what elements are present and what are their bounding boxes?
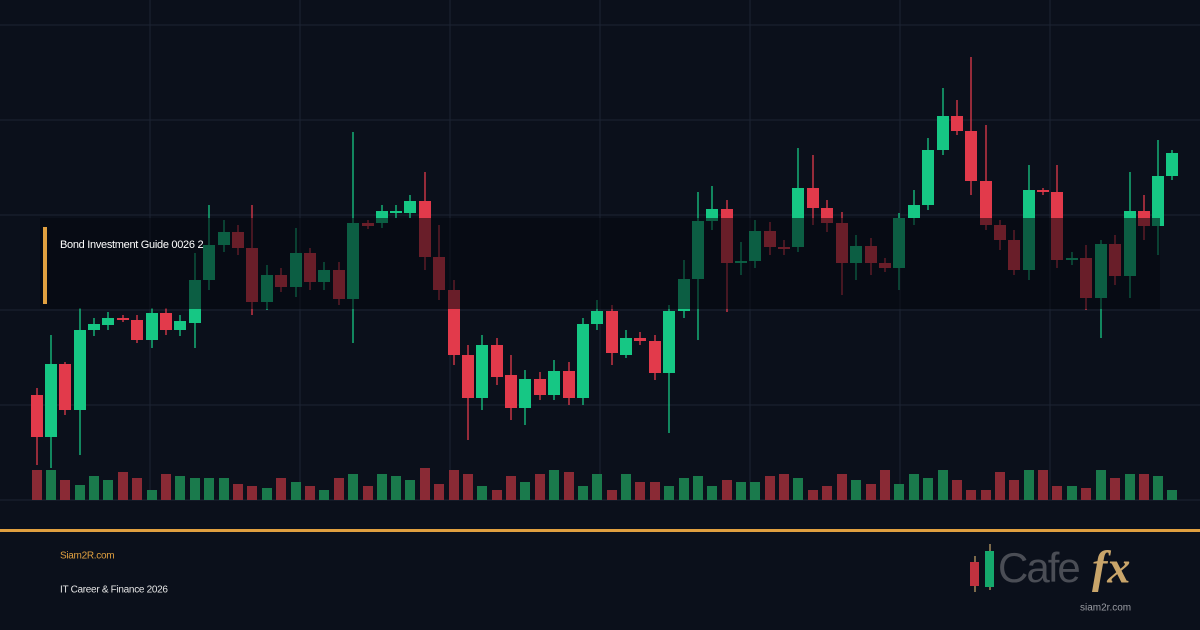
logo: Cafe fx siam2r.com — [970, 542, 1131, 614]
logo-brand-left: Cafe — [998, 544, 1079, 591]
logo-candle-red — [970, 562, 979, 586]
logo-brand-right: fx — [1092, 542, 1130, 593]
divider — [0, 529, 1200, 532]
tagline: IT Career & Finance 2026 — [60, 585, 168, 596]
overlay-label: Bond Investment Guide 0026 2 — [60, 239, 203, 251]
logo-domain: siam2r.com — [1080, 603, 1131, 614]
volume-down — [32, 468, 1149, 500]
accent-bar — [43, 227, 47, 304]
logo-candle-green — [985, 551, 994, 587]
volume-up — [46, 470, 1177, 500]
label-panel — [40, 218, 1160, 309]
site-name: Siam2R.com — [60, 551, 114, 562]
